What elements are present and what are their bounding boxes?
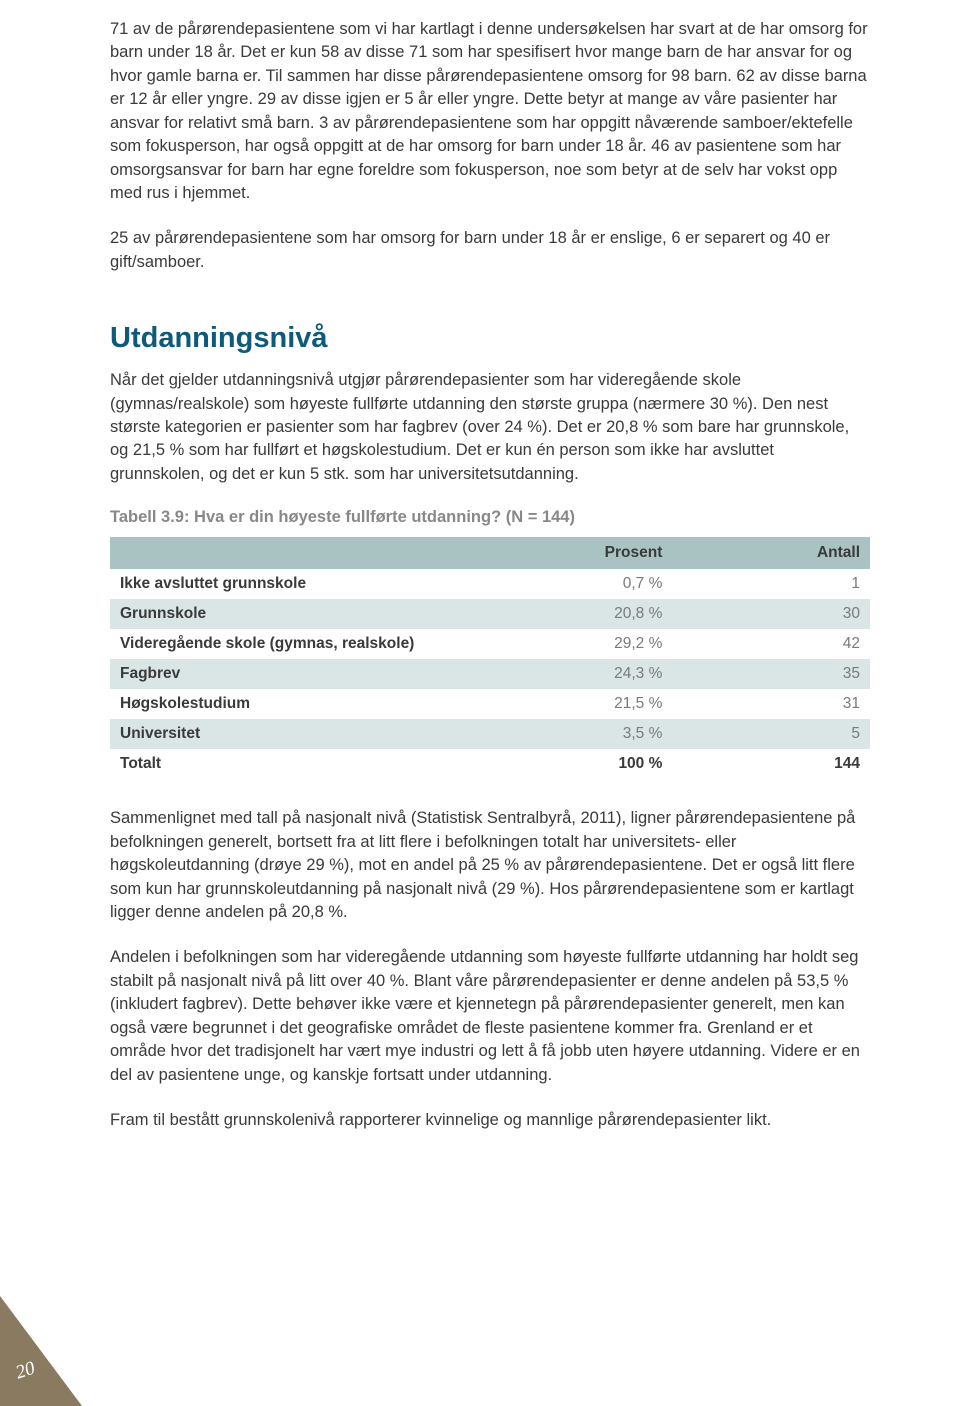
table-header-prosent: Prosent	[475, 537, 673, 569]
paragraph-1: 71 av de pårørendepasientene som vi har …	[110, 18, 870, 205]
table-row-total: Totalt 100 % 144	[110, 749, 870, 779]
table-header-antall: Antall	[672, 537, 870, 569]
table-cell-antall: 42	[672, 629, 870, 659]
page-content: 71 av de pårørendepasientene som vi har …	[0, 0, 960, 1194]
table-cell-prosent: 24,3 %	[475, 659, 673, 689]
table-cell-label: Videregående skole (gymnas, realskole)	[110, 629, 475, 659]
table-row: Grunnskole 20,8 % 30	[110, 599, 870, 629]
table-cell-label: Universitet	[110, 719, 475, 749]
paragraph-2: 25 av pårørendepasientene som har omsorg…	[110, 227, 870, 274]
paragraph-4: Sammenlignet med tall på nasjonalt nivå …	[110, 807, 870, 924]
table-cell-label: Totalt	[110, 749, 475, 779]
table-cell-antall: 31	[672, 689, 870, 719]
table-cell-label: Høgskolestudium	[110, 689, 475, 719]
table-cell-antall: 30	[672, 599, 870, 629]
table-caption: Tabell 3.9: Hva er din høyeste fullførte…	[110, 508, 870, 527]
table-row: Videregående skole (gymnas, realskole) 2…	[110, 629, 870, 659]
table-cell-prosent: 3,5 %	[475, 719, 673, 749]
table-cell-prosent: 21,5 %	[475, 689, 673, 719]
table-cell-label: Grunnskole	[110, 599, 475, 629]
section-heading-utdanningsniva: Utdanningsnivå	[110, 322, 870, 355]
table-cell-prosent: 20,8 %	[475, 599, 673, 629]
table-cell-antall: 1	[672, 569, 870, 599]
table-row: Høgskolestudium 21,5 % 31	[110, 689, 870, 719]
table-cell-antall: 144	[672, 749, 870, 779]
paragraph-3: Når det gjelder utdanningsnivå utgjør på…	[110, 369, 870, 486]
paragraph-5: Andelen i befolkningen som har videregåe…	[110, 946, 870, 1087]
table-cell-label: Ikke avsluttet grunnskole	[110, 569, 475, 599]
table-cell-prosent: 29,2 %	[475, 629, 673, 659]
paragraph-6: Fram til bestått grunnskolenivå rapporte…	[110, 1109, 870, 1132]
table-cell-prosent: 100 %	[475, 749, 673, 779]
table-row: Universitet 3,5 % 5	[110, 719, 870, 749]
table-cell-label: Fagbrev	[110, 659, 475, 689]
table-cell-antall: 5	[672, 719, 870, 749]
table-header-row: Prosent Antall	[110, 537, 870, 569]
table-cell-prosent: 0,7 %	[475, 569, 673, 599]
table-row: Ikke avsluttet grunnskole 0,7 % 1	[110, 569, 870, 599]
table-row: Fagbrev 24,3 % 35	[110, 659, 870, 689]
page-corner-decoration	[0, 1296, 82, 1406]
education-table: Prosent Antall Ikke avsluttet grunnskole…	[110, 537, 870, 779]
table-header-blank	[110, 537, 475, 569]
table-cell-antall: 35	[672, 659, 870, 689]
